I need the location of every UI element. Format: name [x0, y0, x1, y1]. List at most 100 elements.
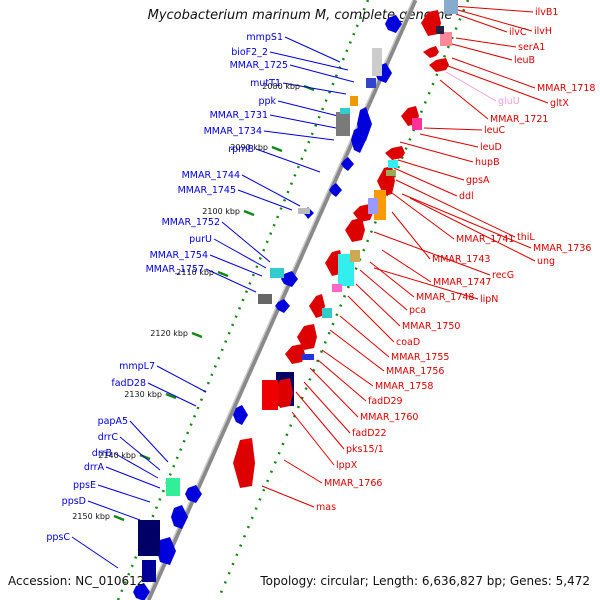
kbp-tick-mark — [165, 392, 177, 400]
label-leader-line — [309, 367, 359, 418]
gene-label: lipN — [480, 294, 498, 305]
gene-block — [336, 112, 350, 136]
gene-label: fadD28 — [111, 378, 146, 389]
gene-block — [258, 294, 272, 304]
forward-gene — [341, 157, 354, 171]
topology-text: Topology: circular; Length: 6,636,827 bp… — [260, 574, 590, 588]
label-leader-line — [263, 130, 335, 141]
gene-block — [322, 308, 332, 318]
gene-block — [436, 26, 444, 34]
label-leader-line — [209, 254, 263, 277]
gene-label: ppk — [258, 96, 276, 107]
forward-gene — [281, 271, 298, 287]
forward-gene — [385, 15, 402, 33]
label-leader-line — [284, 36, 341, 63]
label-leader-line — [451, 57, 536, 89]
label-leader-line — [399, 141, 474, 163]
gene-label: ilvH — [534, 26, 552, 37]
gene-label: mutT1 — [250, 78, 281, 89]
label-leader-line — [269, 114, 337, 129]
gene-label: lppX — [336, 460, 358, 471]
gene-label: MMAR_1766 — [324, 478, 382, 489]
label-leader-line — [373, 231, 491, 276]
label-leader-line — [401, 193, 532, 249]
reverse-gene — [297, 324, 317, 350]
gene-block — [388, 160, 398, 168]
gene-block — [412, 118, 422, 130]
forward-gene — [329, 183, 342, 197]
gene-label: ppsD — [62, 496, 86, 507]
gene-block — [302, 354, 314, 360]
gene-label: MMAR_1721 — [490, 114, 548, 125]
label-leader-line — [105, 466, 161, 489]
forward-gene — [275, 299, 290, 313]
gene-label: MMAR_1731 — [210, 110, 268, 121]
gene-block — [350, 250, 360, 262]
gene-label: MMAR_1725 — [230, 60, 288, 71]
label-leader-line — [282, 82, 347, 95]
label-leader-line — [289, 64, 355, 83]
kbp-tick-mark — [191, 331, 203, 339]
label-leader-line — [439, 79, 489, 120]
gene-label: MMAR_1755 — [391, 352, 449, 363]
gene-label: MMAR_1748 — [416, 292, 474, 303]
label-leader-line — [295, 391, 345, 450]
label-leader-line — [283, 459, 323, 484]
gene-label: drrB — [92, 448, 112, 459]
label-leader-line — [129, 420, 169, 463]
forward-gene — [233, 405, 248, 425]
label-leader-line — [237, 189, 293, 211]
kbp-tick-label: 2080 kbp — [262, 82, 300, 91]
forward-gene — [171, 505, 188, 529]
label-leader-line — [445, 71, 497, 102]
gene-label: MMAR_1736 — [533, 243, 591, 254]
label-leader-line — [393, 167, 458, 197]
label-leader-line — [381, 249, 432, 283]
gene-label: serA1 — [518, 42, 545, 53]
kbp-tick-label: 2130 kbp — [124, 390, 162, 399]
gene-block — [142, 560, 156, 582]
label-leader-line — [387, 189, 455, 240]
gene-label: mmpS1 — [246, 32, 283, 43]
gene-label: MMAR_1750 — [402, 321, 460, 332]
gene-label: bioF2_2 — [231, 47, 268, 58]
label-leader-line — [87, 500, 141, 521]
gene-block — [138, 520, 160, 556]
kbp-tick-label: 2150 kbp — [72, 512, 110, 521]
kbp-tick-label: 2140 kbp — [98, 451, 136, 460]
forward-gene — [133, 583, 150, 600]
reverse-gene — [233, 438, 255, 488]
gene-block — [262, 380, 278, 410]
forward-gene — [351, 127, 366, 153]
gene-block — [332, 284, 342, 292]
kbp-tick-mark — [243, 209, 255, 217]
gene-label: leuD — [480, 142, 502, 153]
gene-block — [368, 198, 378, 214]
reverse-gene — [285, 344, 305, 364]
label-leader-line — [373, 267, 479, 300]
gene-label: ilvB1 — [535, 7, 558, 18]
label-leader-line — [423, 127, 483, 131]
label-leader-line — [261, 485, 315, 508]
gene-block — [440, 32, 452, 46]
gene-block — [372, 48, 382, 76]
gene-label: MMAR_1745 — [178, 185, 236, 196]
label-leader-line — [397, 159, 465, 181]
label-leader-line — [205, 268, 257, 293]
gene-label: MMAR_1734 — [204, 126, 262, 137]
kbp-tick-mark — [217, 270, 229, 278]
gene-label: leuC — [484, 125, 506, 136]
outer-tick-track — [216, 0, 470, 600]
reverse-gene — [429, 58, 449, 72]
gene-label: gpsA — [466, 175, 490, 186]
label-leader-line — [451, 5, 534, 13]
gene-label: fadD22 — [352, 428, 387, 439]
gene-label: ddl — [459, 191, 474, 202]
gene-block — [340, 108, 350, 114]
label-leader-line — [409, 197, 536, 262]
gene-label: MMAR_1752 — [162, 217, 220, 228]
gene-label: drrA — [84, 462, 105, 473]
gene-label: purU — [189, 234, 212, 245]
map-title: Mycobacterium marinum M, complete genome — [147, 8, 453, 23]
